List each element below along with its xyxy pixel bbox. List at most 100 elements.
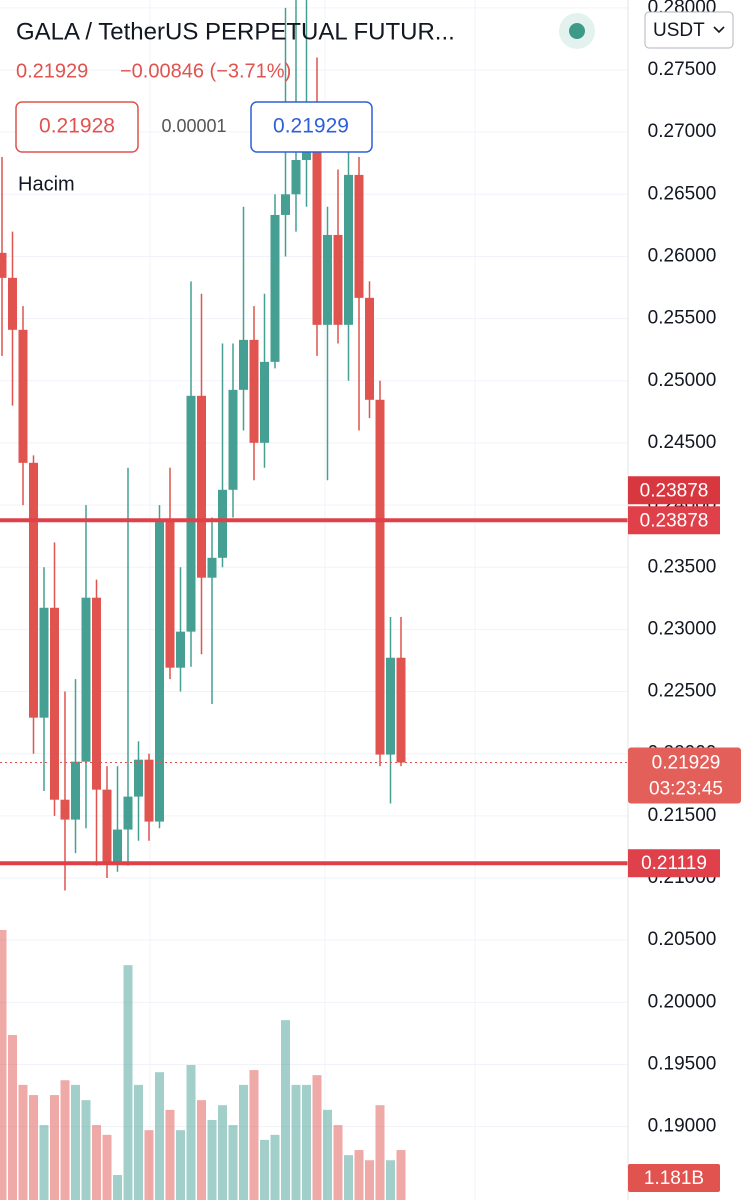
chevron (713, 26, 725, 34)
candle-body (207, 557, 217, 578)
candle-body (291, 159, 301, 195)
candle-body (0, 252, 7, 278)
volume-bar (186, 1065, 196, 1200)
candle-body (29, 462, 38, 718)
volume-bar (270, 1134, 280, 1200)
volume-bar (102, 1134, 112, 1200)
price-tag (628, 506, 720, 535)
y-tick-label: 0.26000 (648, 245, 717, 266)
candle-body (239, 339, 248, 390)
candle-body (144, 759, 154, 822)
candle-body (155, 519, 164, 822)
candle-body (176, 631, 185, 668)
ask-box[interactable] (250, 101, 373, 153)
volume-bar (260, 1139, 269, 1200)
price-axis: 0.190000.195000.200000.205000.210000.215… (627, 0, 750, 1200)
price-tag (628, 849, 720, 878)
currency[interactable]: USDT (653, 20, 705, 41)
alert-tag (628, 476, 720, 505)
volume-bar (134, 1084, 143, 1200)
spread: 0.00001 (161, 116, 226, 136)
candle-body (218, 489, 227, 558)
candle-body (92, 597, 101, 790)
volume-bar (333, 1125, 343, 1200)
volume-bar (218, 1105, 227, 1200)
title: GALA / TetherUS PERPETUAL FUTUR... (16, 18, 455, 45)
candle-body (281, 194, 290, 215)
y-tick-label: 0.20500 (648, 929, 717, 950)
volume-title: Hacim (18, 173, 75, 195)
candle-body (354, 174, 364, 298)
volume-bar (165, 1109, 175, 1200)
candle-body (123, 796, 133, 830)
price: 0.21929 (16, 60, 88, 82)
candle-body (365, 297, 374, 400)
volume-bar (92, 1125, 101, 1200)
volume-bar (291, 1084, 301, 1200)
price-tag-label: 0.21119 (641, 853, 707, 874)
candle-body (102, 789, 112, 862)
volume-bar (396, 1150, 406, 1200)
volume-bar (302, 1084, 311, 1200)
volume-bar (29, 1095, 38, 1200)
y-tick-label: 0.20000 (648, 991, 717, 1012)
ask[interactable]: 0.21929 (273, 115, 349, 138)
candle-body (186, 395, 196, 632)
volume-bar (312, 1075, 322, 1200)
volume-bar (207, 1120, 217, 1200)
volume-tag-label: 1.181B (644, 1168, 704, 1189)
candle-body (228, 389, 238, 490)
volume-bar (81, 1100, 91, 1200)
volume-bar (239, 1084, 248, 1200)
candle-body (134, 759, 143, 797)
bid[interactable]: 0.21928 (39, 115, 115, 138)
candle-body (8, 277, 17, 330)
volume-bar (354, 1150, 364, 1200)
countdown: 03:23:45 (649, 779, 723, 800)
candle-body (270, 214, 280, 362)
y-tick-label: 0.22500 (648, 681, 717, 702)
candle-body (18, 329, 28, 463)
y-tick-label: 0.21500 (648, 805, 717, 826)
y-tick-label: 0.23000 (648, 618, 717, 639)
y-tick-label: 0.19500 (648, 1054, 717, 1075)
currency-box[interactable] (644, 11, 734, 49)
candle-body (386, 657, 395, 755)
volume-bar (18, 1084, 28, 1200)
y-tick-label: 0.25000 (648, 370, 717, 391)
y-tick-label: 0.19000 (648, 1116, 717, 1137)
volume-bar (155, 1072, 164, 1200)
volume-bar (123, 965, 133, 1200)
last-price-label: 0.21929 (652, 753, 721, 774)
header: GALA / TetherUS PERPETUAL FUTUR... 0.2192… (15, 11, 734, 195)
axis-panel (628, 0, 750, 1200)
alert-tag-label: 0.23878 (640, 480, 709, 501)
volume-bar (249, 1070, 259, 1200)
candle-body (81, 597, 91, 762)
last-price-tag (628, 747, 741, 804)
status-dot (569, 23, 585, 39)
candle-body (333, 234, 343, 325)
candle-body (344, 174, 353, 325)
candle-body (113, 829, 122, 862)
bid-box[interactable] (15, 101, 139, 153)
candle-body (50, 607, 59, 800)
volume-tag (628, 1164, 720, 1192)
candle-body (312, 132, 322, 325)
candle-body (60, 799, 70, 820)
volume-bar (113, 1175, 122, 1200)
candle-body (165, 519, 175, 668)
volume-bar (281, 1020, 290, 1200)
candle-body (323, 234, 332, 325)
candle-body (197, 395, 206, 578)
candle-body (249, 339, 259, 443)
volume-bar (365, 1160, 374, 1200)
candle-body (39, 607, 49, 718)
volume-bar (60, 1080, 70, 1200)
volume-bar (39, 1125, 49, 1200)
volume-bar (0, 930, 7, 1200)
volume-bar (71, 1084, 80, 1200)
change: −0.00846 (−3.71%) (120, 60, 291, 82)
volume-bar (176, 1130, 185, 1200)
volume-bar (386, 1160, 395, 1200)
